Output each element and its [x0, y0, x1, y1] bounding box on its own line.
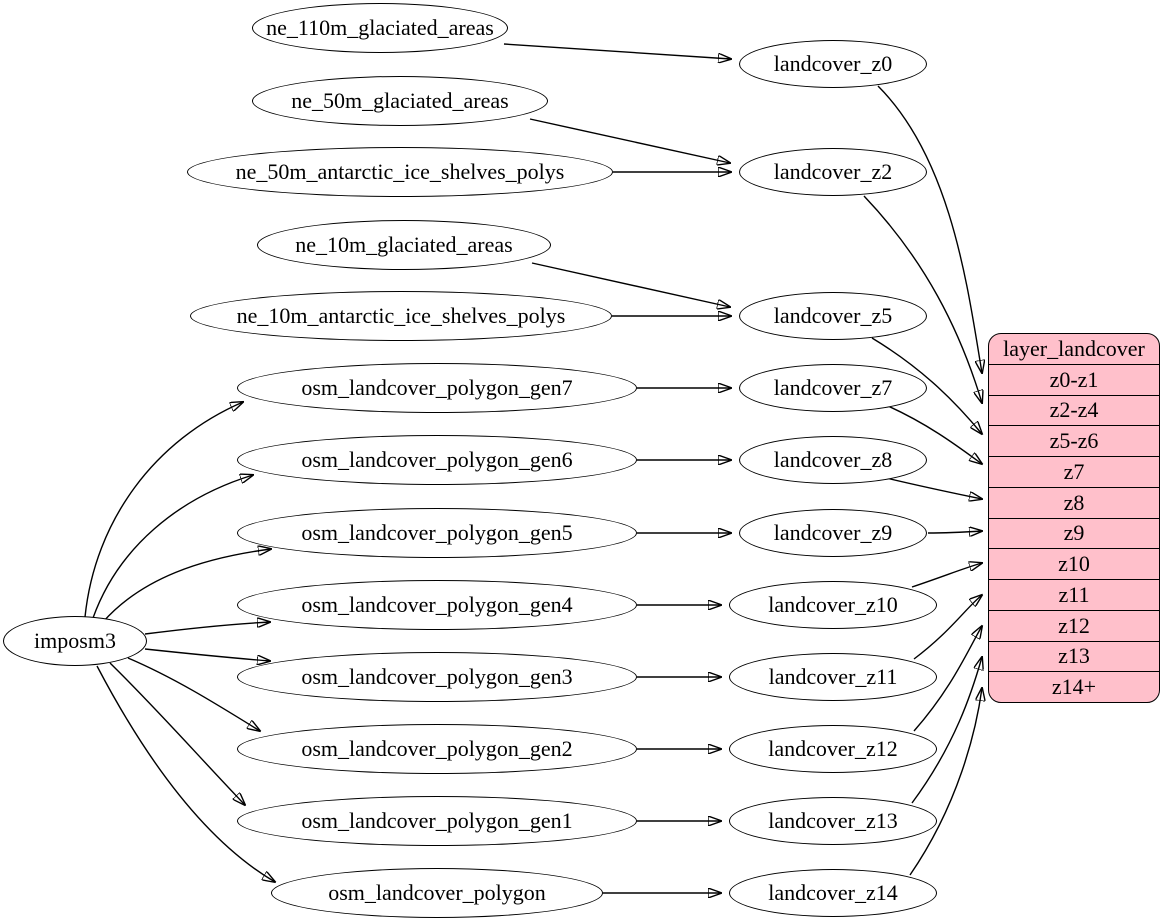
node-osm-landcover-polygon-gen1-label: osm_landcover_polygon_gen1 — [301, 808, 573, 833]
node-landcover-z8-label: landcover_z8 — [773, 447, 893, 472]
node-landcover-z2: landcover_z2 — [739, 148, 927, 196]
node-osm-landcover-polygon-gen6: osm_landcover_polygon_gen6 — [237, 435, 637, 485]
node-osm-landcover-polygon-gen2: osm_landcover_polygon_gen2 — [237, 724, 637, 774]
node-osm-landcover-polygon-gen5: osm_landcover_polygon_gen5 — [237, 508, 637, 558]
node-landcover-z12: landcover_z12 — [729, 725, 937, 773]
node-ne-50m-glaciated-areas-label: ne_50m_glaciated_areas — [291, 88, 509, 113]
edge-imposm3-osm-landcover-polygon-gen1 — [109, 662, 245, 805]
layer-landcover-title: layer_landcover — [1003, 335, 1145, 361]
node-landcover-z14: landcover_z14 — [729, 869, 937, 917]
layer-landcover-row-z13: z13 — [989, 640, 1159, 672]
node-ne-10m-glaciated-areas: ne_10m_glaciated_areas — [257, 220, 551, 270]
edge-imposm3-osm-landcover-polygon-gen3 — [144, 648, 270, 661]
node-landcover-z9: landcover_z9 — [739, 509, 927, 557]
node-landcover-z13-label: landcover_z13 — [768, 808, 898, 833]
node-osm-landcover-polygon-gen7: osm_landcover_polygon_gen7 — [237, 363, 637, 413]
edge-landcover-z10-row-z10 — [911, 563, 982, 588]
node-landcover-z7-label: landcover_z7 — [773, 375, 893, 400]
edge-landcover-z13-row-z13 — [911, 657, 982, 804]
layer-landcover-row-z12: z12 — [989, 609, 1159, 641]
node-landcover-z12-label: landcover_z12 — [768, 736, 898, 761]
layer-landcover-row-z14plus: z14+ — [989, 671, 1159, 702]
edge-landcover-z11-row-z11 — [913, 595, 982, 660]
node-landcover-z2-label: landcover_z2 — [773, 159, 893, 184]
edge-imposm3-osm-landcover-polygon-gen4 — [144, 622, 270, 635]
node-osm-landcover-polygon-gen7-label: osm_landcover_polygon_gen7 — [301, 375, 573, 400]
edge-landcover-z7-row-z7 — [887, 405, 982, 464]
node-osm-landcover-polygon-gen5-label: osm_landcover_polygon_gen5 — [301, 520, 573, 545]
node-ne-110m-glaciated-areas-label: ne_110m_glaciated_areas — [266, 15, 494, 40]
edge-ne-50m-glaciated-areas-landcover-z2 — [529, 118, 730, 163]
node-osm-landcover-polygon-label: osm_landcover_polygon — [328, 880, 546, 905]
node-osm-landcover-polygon-gen1: osm_landcover_polygon_gen1 — [237, 796, 637, 846]
node-landcover-z0-label: landcover_z0 — [773, 51, 893, 76]
node-landcover-z13: landcover_z13 — [729, 797, 937, 845]
node-ne-10m-antarctic-ice-shelves-polys-label: ne_10m_antarctic_ice_shelves_polys — [236, 303, 566, 328]
node-landcover-z11-label: landcover_z11 — [768, 664, 898, 689]
node-landcover-z14-label: landcover_z14 — [768, 880, 898, 905]
edge-imposm3-osm-landcover-polygon-gen7 — [84, 402, 243, 618]
node-osm-landcover-polygon-gen2-label: osm_landcover_polygon_gen2 — [301, 736, 573, 761]
node-osm-landcover-polygon-gen4-label: osm_landcover_polygon_gen4 — [301, 592, 573, 617]
node-landcover-z5: landcover_z5 — [739, 292, 927, 340]
edge-ne-10m-glaciated-areas-landcover-z5 — [531, 262, 730, 307]
edge-landcover-z5-row-z5-z6 — [871, 337, 982, 434]
layer-landcover-row-z9: z9 — [989, 517, 1159, 549]
node-ne-110m-glaciated-areas: ne_110m_glaciated_areas — [252, 3, 508, 53]
edge-imposm3-osm-landcover-polygon-gen6 — [92, 475, 253, 619]
node-ne-50m-antarctic-ice-shelves-polys: ne_50m_antarctic_ice_shelves_polys — [187, 147, 613, 197]
edge-imposm3-osm-landcover-polygon-gen5 — [102, 549, 271, 623]
node-landcover-z8: landcover_z8 — [739, 436, 927, 484]
edge-landcover-z9-row-z9 — [927, 531, 982, 533]
node-landcover-z10-label: landcover_z10 — [768, 592, 898, 617]
edge-landcover-z12-row-z12 — [913, 626, 982, 732]
node-landcover-z7: landcover_z7 — [739, 364, 927, 412]
node-osm-landcover-polygon-gen4: osm_landcover_polygon_gen4 — [237, 580, 637, 630]
layer-landcover-row-z0-z1: z0-z1 — [989, 363, 1159, 395]
layer-landcover-row-z7: z7 — [989, 456, 1159, 487]
edge-landcover-z0-row-z0-z1 — [877, 85, 982, 373]
node-osm-landcover-polygon-gen6-label: osm_landcover_polygon_gen6 — [301, 447, 573, 472]
edge-landcover-z2-row-z2-z4 — [863, 195, 982, 403]
edge-landcover-z8-row-z8 — [881, 476, 982, 499]
edge-ne-110m-glaciated-areas-landcover-z0 — [503, 43, 731, 59]
node-osm-landcover-polygon: osm_landcover_polygon — [271, 868, 603, 918]
node-landcover-z9-label: landcover_z9 — [773, 520, 893, 545]
node-imposm3-label: imposm3 — [34, 628, 116, 653]
layer-landcover-row-z8: z8 — [989, 486, 1159, 518]
layer-landcover-row-z10: z10 — [989, 548, 1159, 579]
node-layer-landcover: layer_landcover z0-z1 z2-z4 z5-z6 z7 z8 … — [988, 333, 1160, 703]
node-landcover-z5-label: landcover_z5 — [773, 303, 893, 328]
edge-imposm3-osm-landcover-polygon — [96, 665, 275, 882]
node-ne-10m-antarctic-ice-shelves-polys: ne_10m_antarctic_ice_shelves_polys — [190, 291, 612, 341]
edge-landcover-z14-row-z14plus — [909, 688, 982, 876]
layer-landcover-row-z11: z11 — [989, 579, 1159, 610]
node-osm-landcover-polygon-gen3: osm_landcover_polygon_gen3 — [237, 652, 637, 702]
node-ne-50m-glaciated-areas: ne_50m_glaciated_areas — [252, 76, 548, 126]
node-imposm3: imposm3 — [3, 616, 147, 666]
node-osm-landcover-polygon-gen3-label: osm_landcover_polygon_gen3 — [301, 664, 573, 689]
node-landcover-z0: landcover_z0 — [739, 40, 927, 88]
node-ne-10m-glaciated-areas-label: ne_10m_glaciated_areas — [295, 232, 513, 257]
node-landcover-z11: landcover_z11 — [729, 653, 937, 701]
node-ne-50m-antarctic-ice-shelves-polys-label: ne_50m_antarctic_ice_shelves_polys — [235, 159, 565, 184]
layer-landcover-row-z5-z6: z5-z6 — [989, 425, 1159, 456]
node-landcover-z10: landcover_z10 — [729, 581, 937, 629]
edge-imposm3-osm-landcover-polygon-gen2 — [127, 657, 260, 731]
layer-landcover-row-z2-z4: z2-z4 — [989, 394, 1159, 426]
